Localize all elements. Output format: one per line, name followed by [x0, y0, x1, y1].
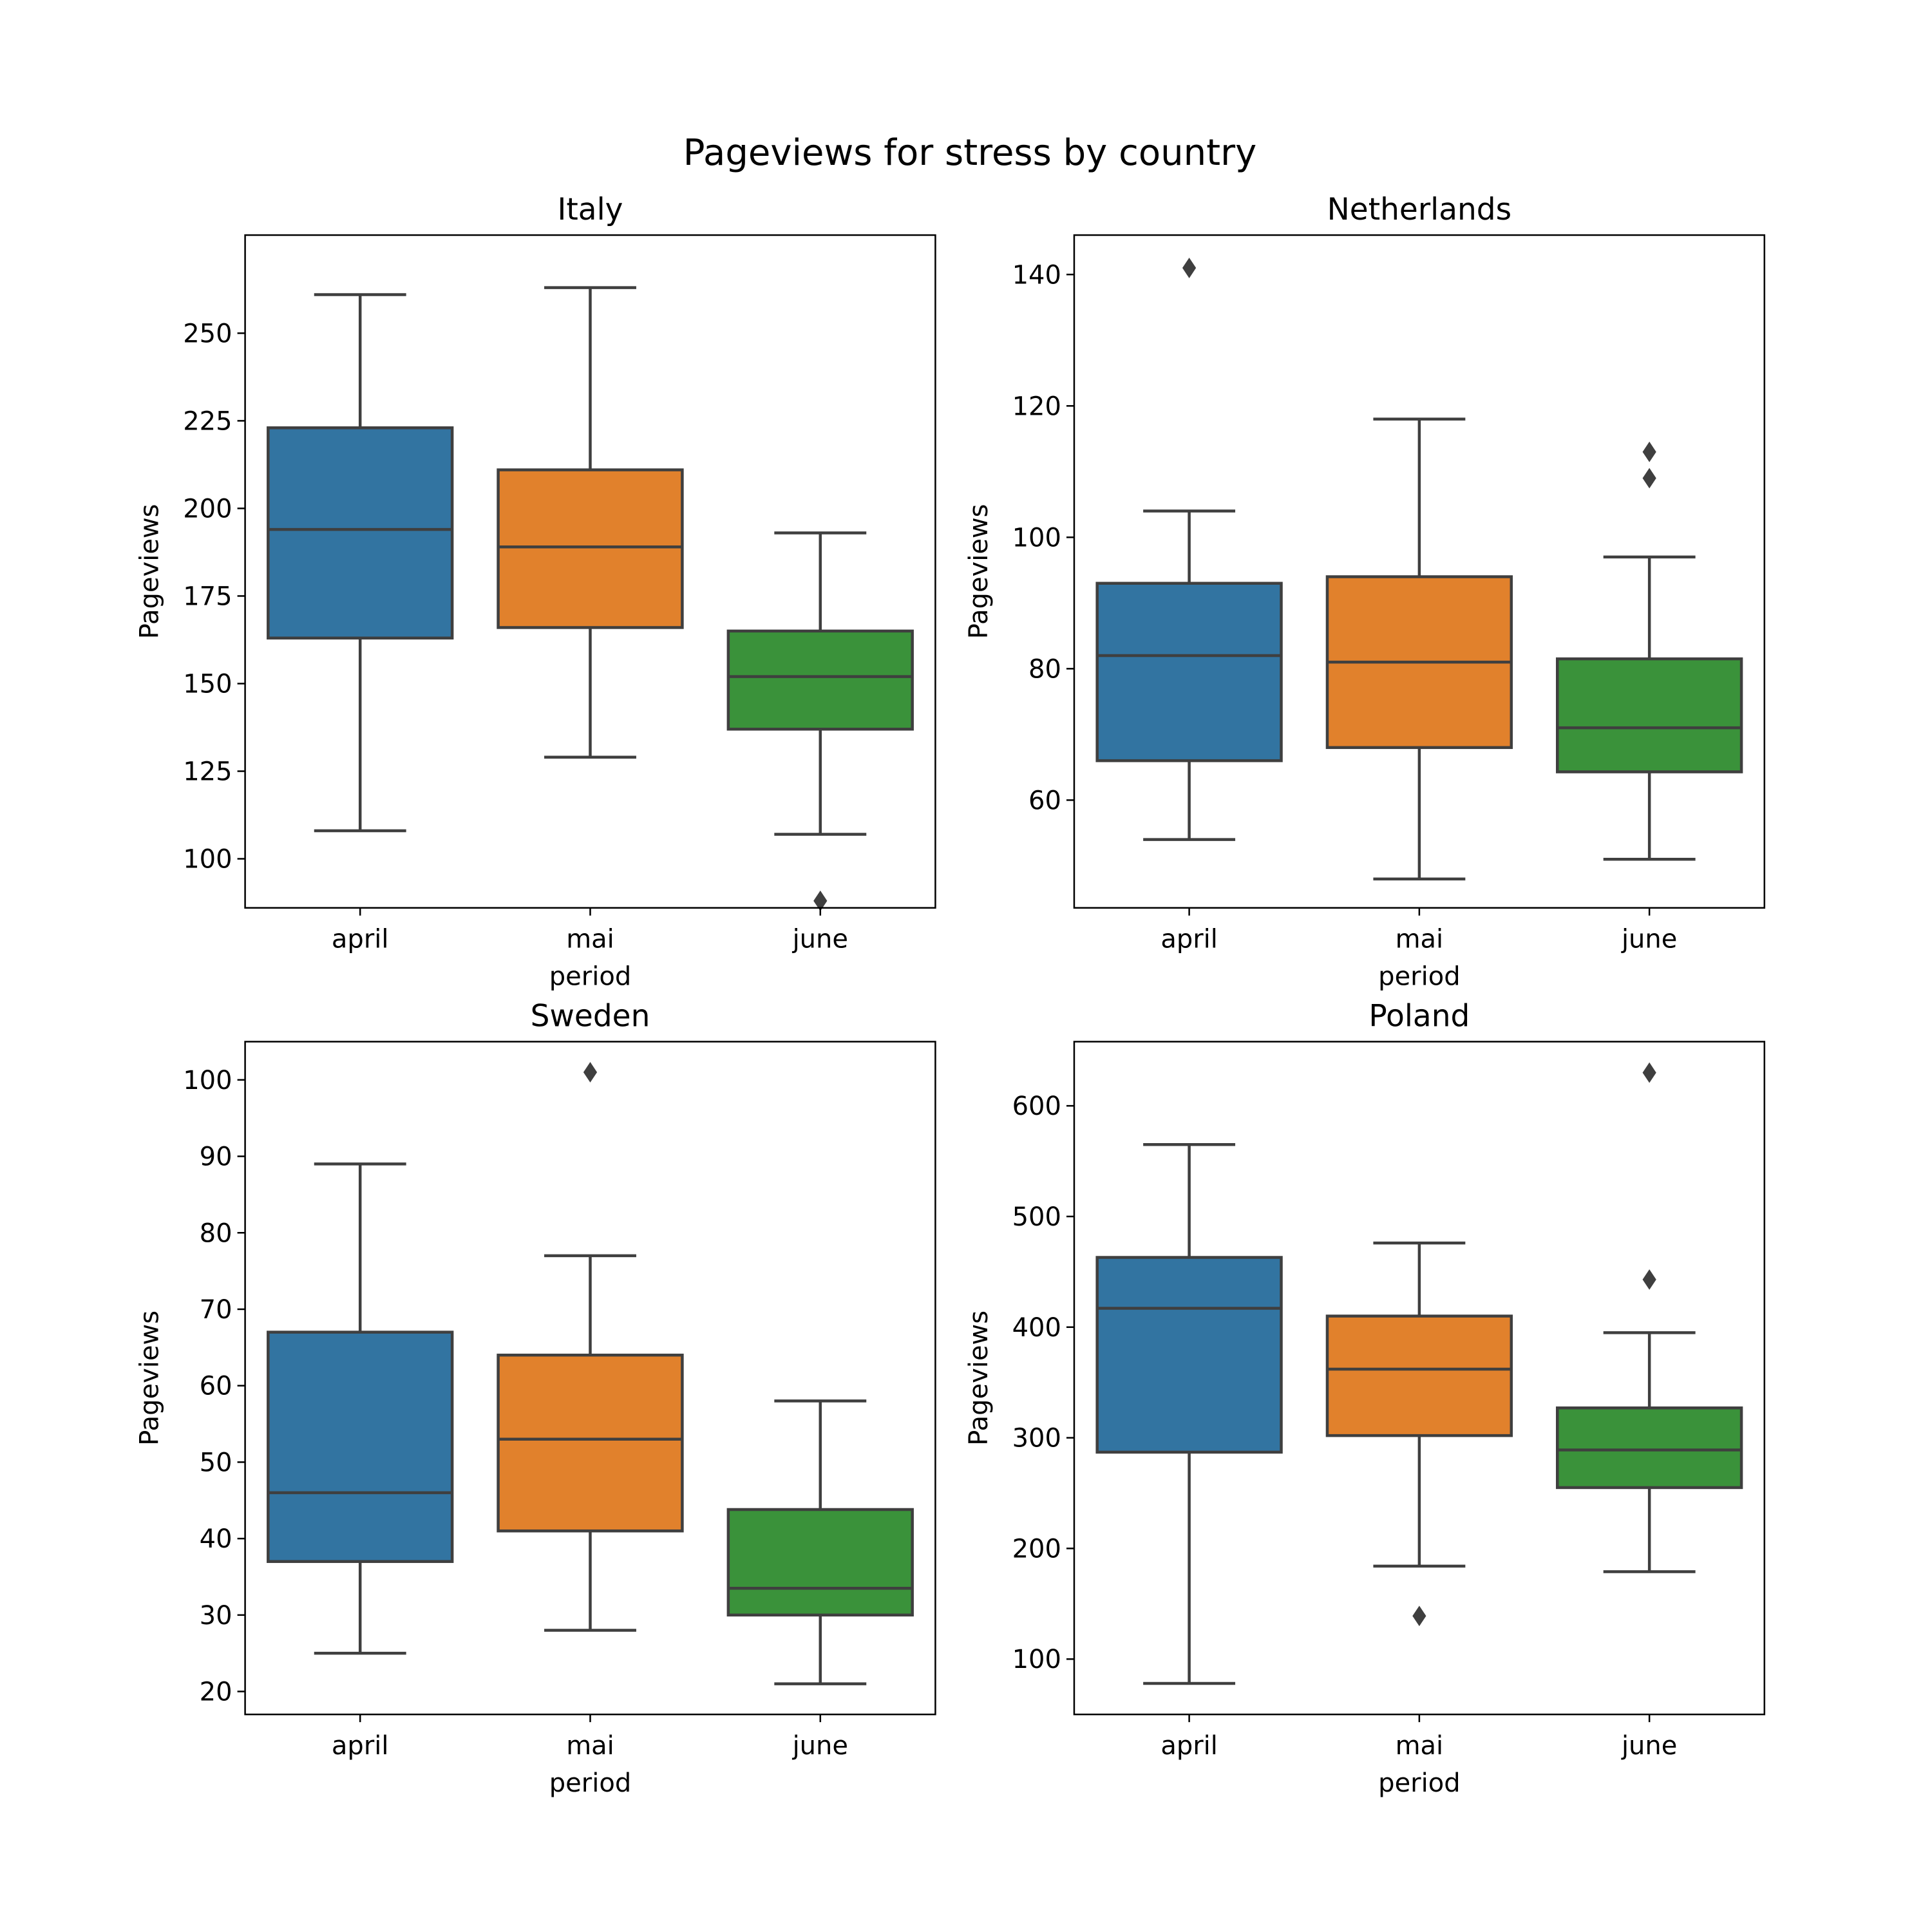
y-tick-label: 150: [183, 669, 232, 699]
subplot-sweden: Sweden 20 30 40 50 60 70 80 90 100 april mai june per…: [135, 998, 936, 1798]
y-tick-label: 225: [183, 406, 232, 436]
y-tick-label: 500: [1012, 1202, 1061, 1232]
y-tick-label: 100: [1012, 523, 1061, 553]
iqr-box: [726, 1508, 914, 1617]
axes-frame: [1073, 1041, 1766, 1716]
x-tick-label: mai: [566, 925, 614, 954]
y-tick-label: 175: [183, 582, 232, 611]
outlier-point: [1642, 441, 1656, 462]
iqr-box: [1556, 657, 1743, 773]
y-tick-label: 80: [1028, 654, 1061, 684]
y-tick-label: 60: [200, 1372, 232, 1401]
x-axis-label: period: [549, 962, 631, 992]
y-axis-label: Pageviews: [135, 1311, 165, 1446]
x-axis-label: period: [549, 1768, 631, 1798]
subplot-title: Netherlands: [1327, 192, 1512, 227]
x-tick-label: mai: [1396, 925, 1444, 954]
subplot-title: Poland: [1368, 998, 1470, 1034]
x-tick-label: mai: [566, 1731, 614, 1761]
x-tick-label: mai: [1396, 1731, 1444, 1761]
subplot-title: Sweden: [531, 998, 650, 1034]
iqr-box: [726, 629, 914, 731]
iqr-box: [267, 1331, 454, 1563]
x-tick-label: june: [1621, 1731, 1677, 1761]
iqr-box: [497, 468, 684, 629]
outlier-point: [1182, 258, 1197, 278]
box-june: [1556, 441, 1743, 861]
y-tick-label: 125: [183, 757, 232, 787]
iqr-box: [497, 1353, 684, 1533]
box-mai: [497, 286, 684, 759]
y-tick-label: 100: [183, 1066, 232, 1095]
box-mai: [497, 1062, 684, 1632]
y-tick-label: 400: [1012, 1313, 1061, 1343]
y-tick-label: 80: [200, 1218, 232, 1248]
y-tick-label: 30: [200, 1601, 232, 1631]
y-tick-label: 40: [200, 1524, 232, 1554]
x-axis-label: period: [1378, 962, 1460, 992]
x-tick-label: april: [1160, 925, 1218, 954]
outlier-point: [1642, 468, 1656, 489]
iqr-box: [1095, 582, 1283, 762]
y-tick-label: 20: [200, 1678, 232, 1707]
box-june: [726, 1399, 914, 1685]
y-tick-label: 250: [183, 319, 232, 348]
outlier-point: [583, 1062, 598, 1083]
y-tick-label: 200: [1012, 1534, 1061, 1564]
outlier-point: [1642, 1269, 1656, 1290]
subplot-italy: Italy 100 125 150 175 200 225 250 april mai june pe…: [135, 192, 936, 992]
y-axis-label: Pageviews: [964, 504, 994, 639]
box-mai: [1325, 1241, 1513, 1627]
subplot-poland: Poland 100 200 300 400 500 600 april mai june peri…: [964, 998, 1766, 1798]
y-tick-label: 60: [1028, 786, 1061, 815]
iqr-box: [1325, 1314, 1513, 1437]
x-axis-label: period: [1378, 1768, 1460, 1798]
y-tick-label: 200: [183, 494, 232, 524]
box-april: [267, 1162, 454, 1655]
y-tick-label: 100: [183, 845, 232, 875]
y-tick-label: 600: [1012, 1092, 1061, 1121]
y-axis-label: Pageviews: [964, 1311, 994, 1446]
y-tick-label: 100: [1012, 1645, 1061, 1674]
x-tick-label: june: [792, 925, 848, 954]
y-tick-label: 70: [200, 1295, 232, 1325]
x-tick-label: april: [332, 1731, 389, 1761]
axes-frame: [244, 1041, 936, 1716]
x-tick-label: june: [1621, 925, 1677, 954]
subplot-grid: Italy 100 125 150 175 200 225 250 april mai june pe…: [135, 192, 1766, 1798]
box-april: [1095, 258, 1283, 841]
subplot-title: Italy: [558, 192, 623, 227]
box-mai: [1325, 417, 1513, 881]
y-tick-label: 90: [200, 1142, 232, 1172]
y-axis-label: Pageviews: [135, 504, 165, 639]
iqr-box: [1095, 1256, 1283, 1454]
outlier-point: [1642, 1062, 1656, 1083]
box-april: [1095, 1143, 1283, 1685]
outlier-point: [1412, 1605, 1426, 1627]
iqr-box: [1556, 1406, 1743, 1490]
y-tick-label: 300: [1012, 1424, 1061, 1454]
x-tick-label: april: [332, 925, 389, 954]
x-tick-label: june: [792, 1731, 848, 1761]
iqr-box: [267, 426, 454, 640]
subplot-netherlands: Netherlands 60 80 100 120 140 april mai june peri…: [964, 192, 1766, 992]
figure-title: Pageviews for stress by country: [683, 132, 1256, 174]
y-tick-label: 50: [200, 1448, 232, 1477]
box-april: [267, 293, 454, 833]
box-june: [726, 531, 914, 911]
box-june: [1556, 1062, 1743, 1573]
x-tick-label: april: [1160, 1731, 1218, 1761]
y-tick-label: 140: [1012, 260, 1061, 290]
y-tick-label: 120: [1012, 392, 1061, 421]
